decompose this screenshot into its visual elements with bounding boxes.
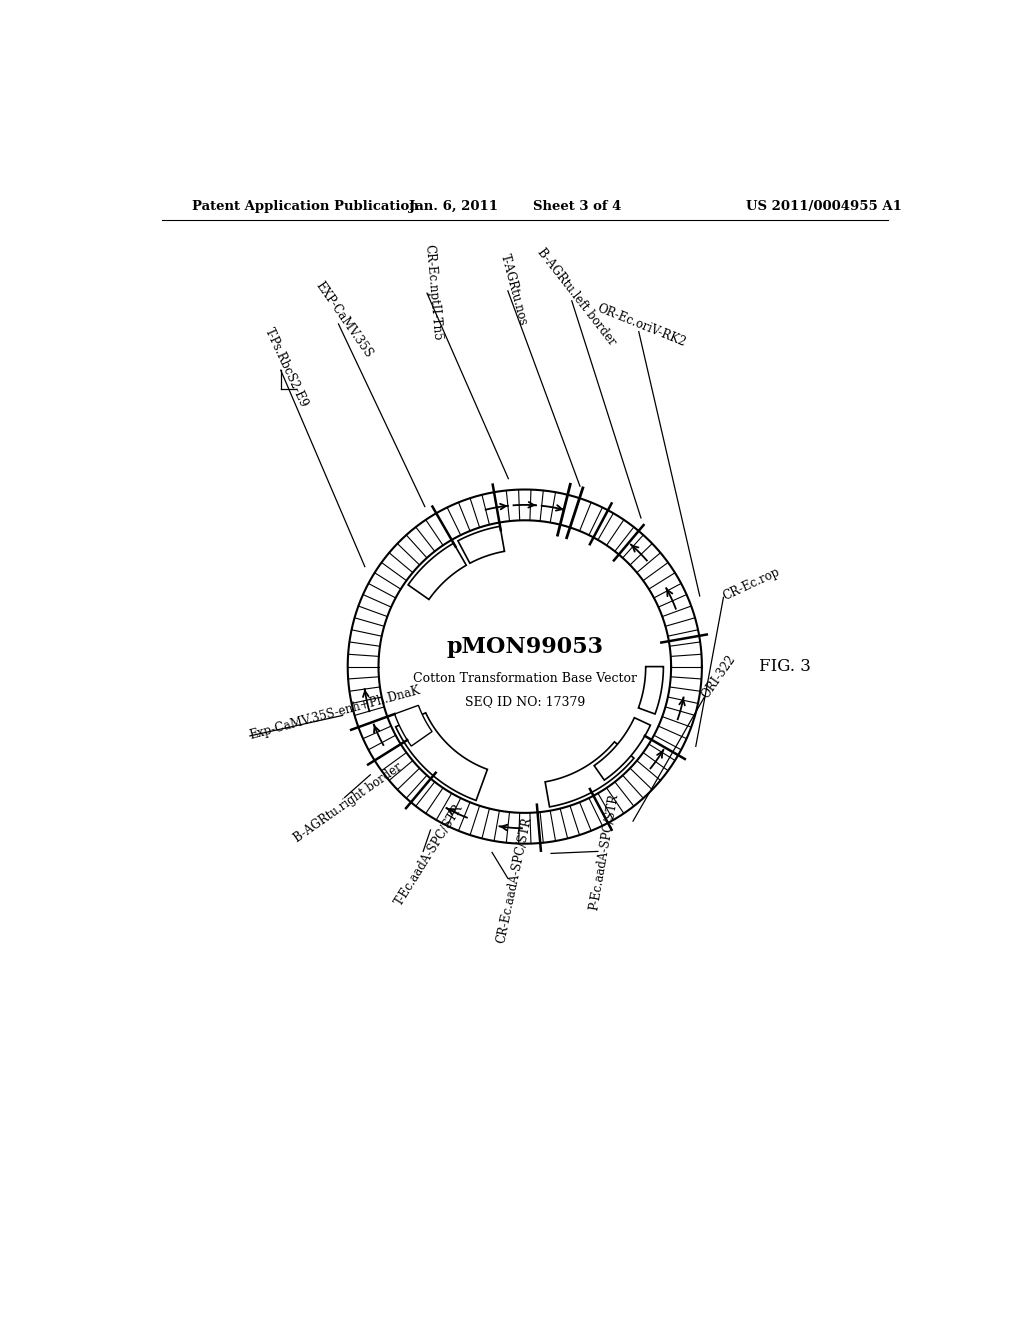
Text: FIG. 3: FIG. 3 bbox=[759, 659, 811, 675]
Polygon shape bbox=[594, 718, 650, 780]
Text: T-Ec.aadA-SPC/STR: T-Ec.aadA-SPC/STR bbox=[392, 801, 465, 908]
Polygon shape bbox=[638, 667, 664, 714]
Polygon shape bbox=[394, 705, 432, 746]
Text: ORI-322: ORI-322 bbox=[699, 653, 738, 701]
Text: B-AGRtu.left border: B-AGRtu.left border bbox=[535, 246, 618, 348]
Text: US 2011/0004955 A1: US 2011/0004955 A1 bbox=[745, 199, 901, 213]
Text: pMON99053: pMON99053 bbox=[446, 636, 603, 659]
Text: Patent Application Publication: Patent Application Publication bbox=[193, 199, 419, 213]
Polygon shape bbox=[409, 544, 466, 599]
Text: CR-Ec.rop: CR-Ec.rop bbox=[721, 565, 781, 603]
Polygon shape bbox=[395, 713, 487, 800]
Text: SEQ ID NO: 17379: SEQ ID NO: 17379 bbox=[465, 694, 585, 708]
Text: B-AGRtu.right border: B-AGRtu.right border bbox=[292, 760, 404, 845]
Text: T-Ps.RbcS2-E9: T-Ps.RbcS2-E9 bbox=[262, 326, 310, 409]
Text: OR-Ec.oriV-RK2: OR-Ec.oriV-RK2 bbox=[595, 302, 687, 350]
Text: Jan. 6, 2011: Jan. 6, 2011 bbox=[410, 199, 499, 213]
Text: CR-Ec.aadA-SPC/STR: CR-Ec.aadA-SPC/STR bbox=[495, 816, 534, 944]
Text: CR-Ec.nptII-Tn5: CR-Ec.nptII-Tn5 bbox=[423, 244, 444, 342]
Text: Exp-CaMV.35S-enh+Ph.DnaK: Exp-CaMV.35S-enh+Ph.DnaK bbox=[248, 684, 422, 742]
Text: Sheet 3 of 4: Sheet 3 of 4 bbox=[532, 199, 622, 213]
Text: EXP-CaMV.35S: EXP-CaMV.35S bbox=[312, 280, 375, 360]
Polygon shape bbox=[458, 527, 505, 564]
Text: T-AGRtu.nos: T-AGRtu.nos bbox=[499, 252, 530, 326]
Text: P-Ec.aadA-SPC/STR: P-Ec.aadA-SPC/STR bbox=[588, 793, 621, 912]
Text: Cotton Transformation Base Vector: Cotton Transformation Base Vector bbox=[413, 672, 637, 685]
Polygon shape bbox=[545, 742, 634, 807]
